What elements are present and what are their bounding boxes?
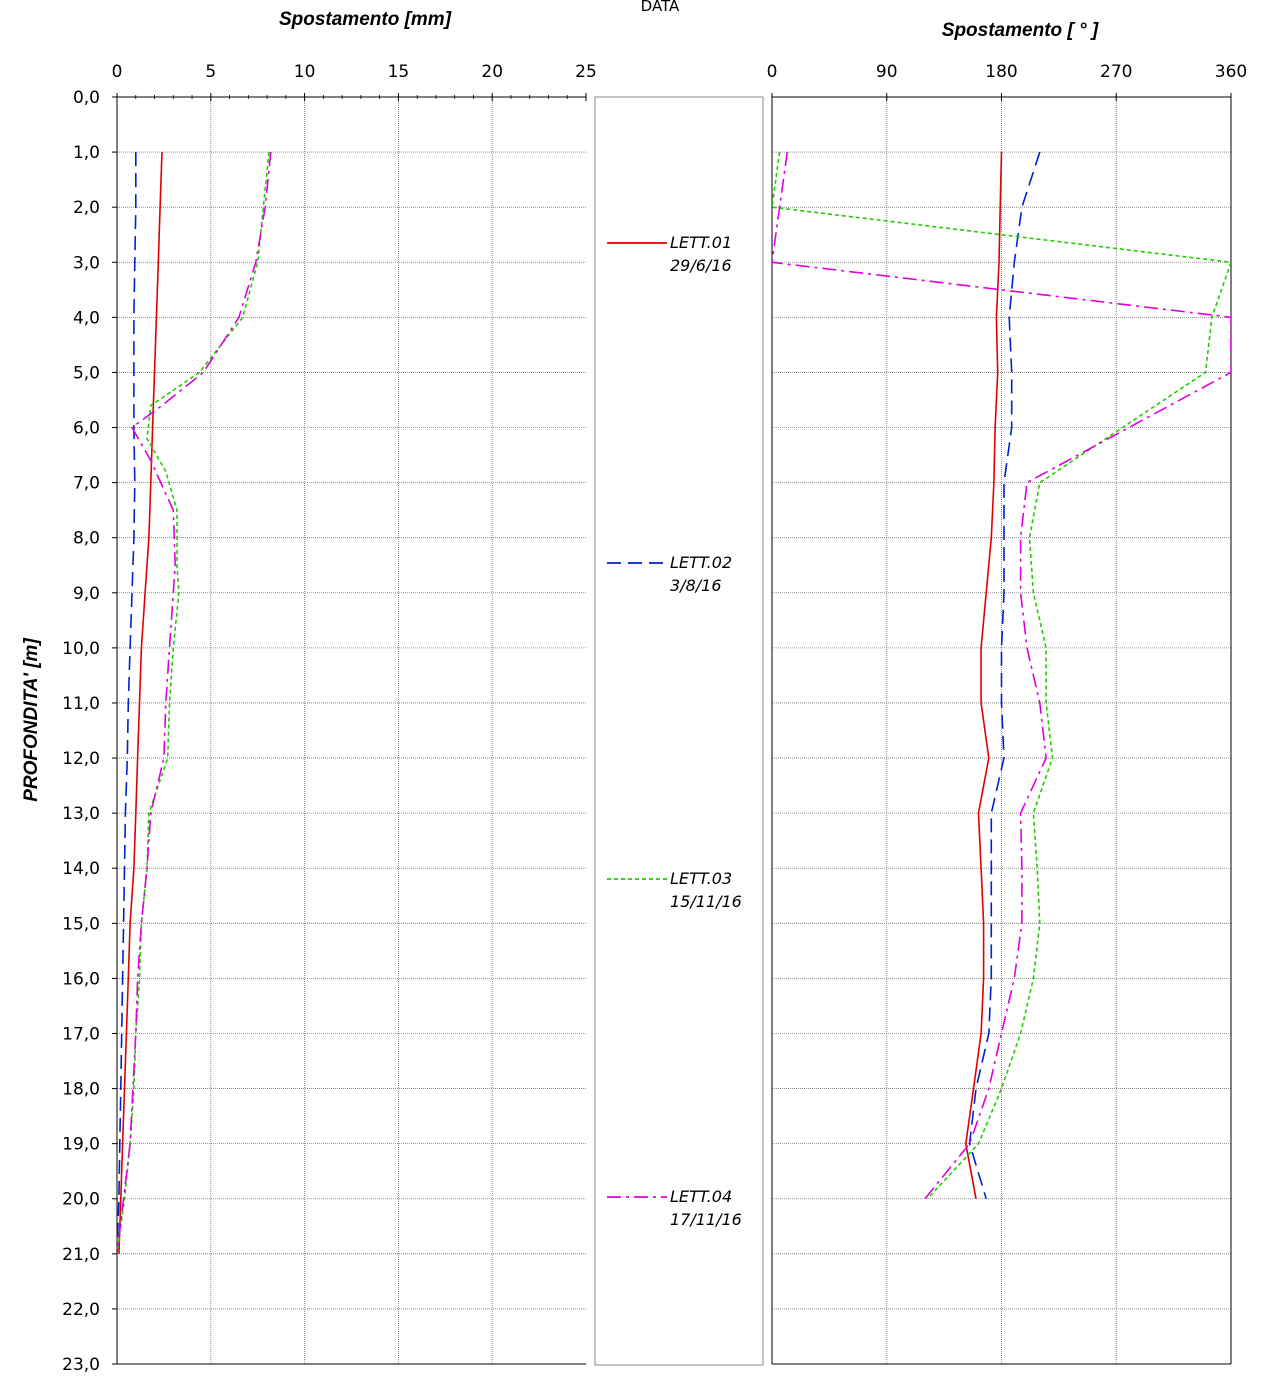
angle-plot: 0 90 180 270 360 xyxy=(767,62,1247,1365)
depth-tick-label: 22,0 xyxy=(62,1300,100,1320)
right-x-tick-label: 90 xyxy=(876,62,898,82)
left-x-tick-label: 25 xyxy=(575,62,597,82)
depth-tick-label: 17,0 xyxy=(62,1024,100,1044)
right-series-lett02 xyxy=(968,151,1041,1199)
right-x-tick-label: 0 xyxy=(767,62,778,82)
right-x-tick-label: 270 xyxy=(1100,62,1132,82)
depth-tick-label: 23,0 xyxy=(62,1355,100,1375)
depth-tick-label: 13,0 xyxy=(62,804,100,824)
depth-tick-label: 8,0 xyxy=(73,529,100,549)
depth-tick-label: 0,0 xyxy=(73,88,100,108)
legend-name-3: LETT.03 xyxy=(670,869,732,888)
right-series-lett04 xyxy=(772,151,1231,1200)
legend-box xyxy=(594,96,764,1366)
y-axis-label: PROFONDITA' [m] xyxy=(21,638,42,802)
left-series-lett03 xyxy=(117,152,270,1254)
depth-tick-label: 3,0 xyxy=(73,253,100,273)
depth-tick-label: 16,0 xyxy=(62,969,100,989)
depth-tick-label: 11,0 xyxy=(62,694,100,714)
legend-date-4: 17/11/16 xyxy=(670,1210,742,1229)
legend-name-4: LETT.04 xyxy=(670,1187,732,1206)
legend-date-1: 29/6/16 xyxy=(670,256,732,275)
right-x-tick-label: 180 xyxy=(985,62,1017,82)
legend-name-2: LETT.02 xyxy=(670,553,732,572)
legend: LETT.01 29/6/16 LETT.02 3/8/16 LETT.03 15/11/… xyxy=(607,233,742,1229)
depth-tick-label: 9,0 xyxy=(73,584,100,604)
right-series-lett01 xyxy=(965,152,1003,1199)
left-x-tick-label: 20 xyxy=(481,62,503,82)
right-series-lett03 xyxy=(772,151,1231,1200)
left-chart-title: Spostamento [mm] xyxy=(279,9,452,30)
depth-tick-label: 7,0 xyxy=(73,474,100,494)
left-x-tick-label: 15 xyxy=(388,62,410,82)
depth-tick-label: 20,0 xyxy=(62,1190,100,1210)
depth-tick-label: 1,0 xyxy=(73,143,100,163)
depth-tick-label: 15,0 xyxy=(62,914,100,934)
legend-date-3: 15/11/16 xyxy=(670,892,742,911)
header-label: DATA xyxy=(641,0,680,15)
depth-tick-label: 6,0 xyxy=(73,419,100,439)
depth-tick-label: 4,0 xyxy=(73,308,100,328)
depth-tick-label: 18,0 xyxy=(62,1080,100,1100)
displacement-plot: 0 5 10 15 20 25 0,0 1,0 2,0 3,0 4,0 5,0 6,0 7,0 8,0 9,0… xyxy=(62,62,597,1375)
depth-tick-label: 5,0 xyxy=(73,363,100,383)
depth-tick-label: 12,0 xyxy=(62,749,100,769)
depth-tick-label: 19,0 xyxy=(62,1135,100,1155)
left-series-lett01 xyxy=(118,152,163,1254)
depth-tick-label: 21,0 xyxy=(62,1245,100,1265)
left-series-lett02 xyxy=(117,152,137,1254)
right-chart-title: Spostamento [ ° ] xyxy=(942,20,1099,41)
depth-tick-label: 14,0 xyxy=(62,859,100,879)
legend-name-1: LETT.01 xyxy=(670,233,732,252)
depth-tick-label: 2,0 xyxy=(73,198,100,218)
left-x-tick-label: 10 xyxy=(294,62,316,82)
left-x-tick-label: 5 xyxy=(205,62,216,82)
left-x-tick-label: 0 xyxy=(112,62,123,82)
legend-date-2: 3/8/16 xyxy=(670,576,722,595)
depth-tick-label: 10,0 xyxy=(62,639,100,659)
right-x-tick-label: 360 xyxy=(1215,62,1247,82)
